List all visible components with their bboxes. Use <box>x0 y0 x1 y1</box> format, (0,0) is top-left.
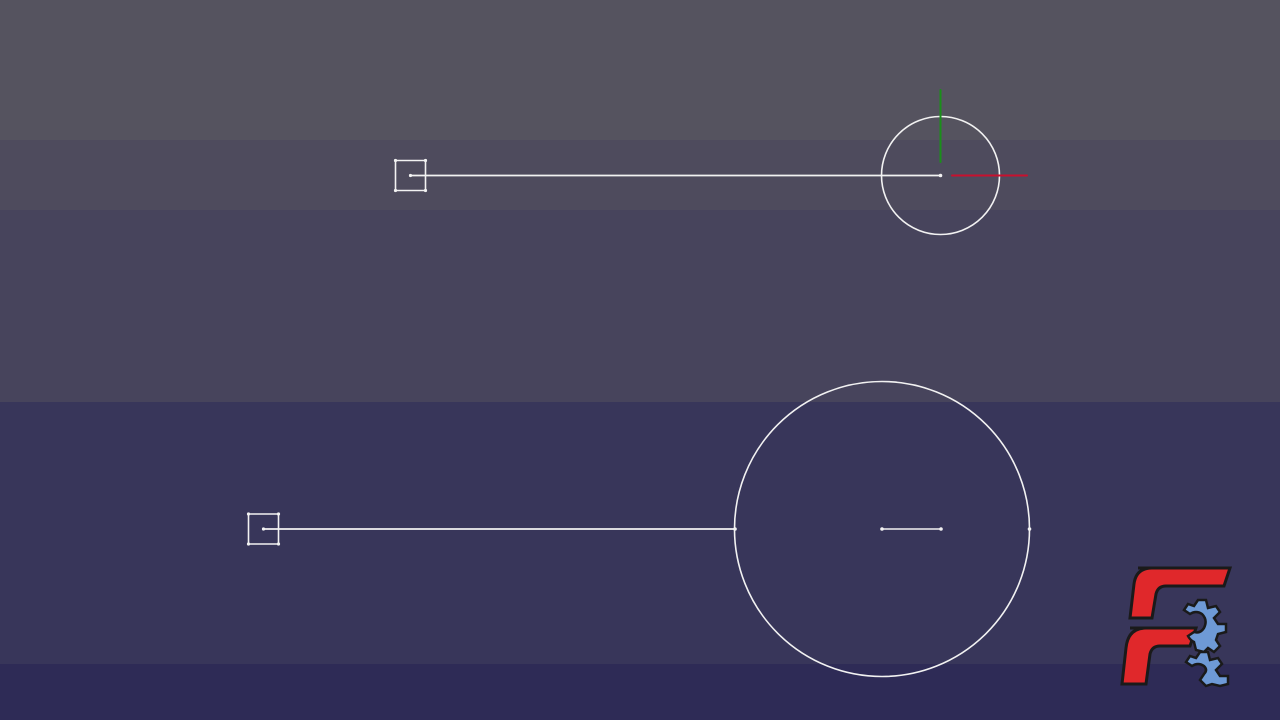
background-band <box>0 210 1280 402</box>
circle-edge-point[interactable] <box>733 527 737 531</box>
vertex-point[interactable] <box>276 512 281 516</box>
vertex-point[interactable] <box>393 158 398 163</box>
vertex-point[interactable] <box>423 188 428 193</box>
circle-edge-point[interactable] <box>1027 527 1032 531</box>
vertex-point[interactable] <box>276 542 281 546</box>
circle-center-point[interactable] <box>938 173 943 178</box>
background-band <box>0 402 1280 664</box>
background-band <box>0 0 1280 140</box>
vertex-point[interactable] <box>246 542 251 546</box>
radius-end-point[interactable] <box>939 527 943 531</box>
axis-cross-icon <box>939 89 1028 177</box>
background-band <box>0 664 1280 720</box>
lower-sketch[interactable] <box>246 380 1032 678</box>
vertex-point[interactable] <box>423 158 428 163</box>
vertex-point[interactable] <box>393 188 398 193</box>
upper-sketch[interactable] <box>393 89 1028 236</box>
circle-center-point[interactable] <box>880 527 884 531</box>
vertex-point[interactable] <box>246 512 251 516</box>
freecad-logo-icon <box>1120 566 1233 688</box>
